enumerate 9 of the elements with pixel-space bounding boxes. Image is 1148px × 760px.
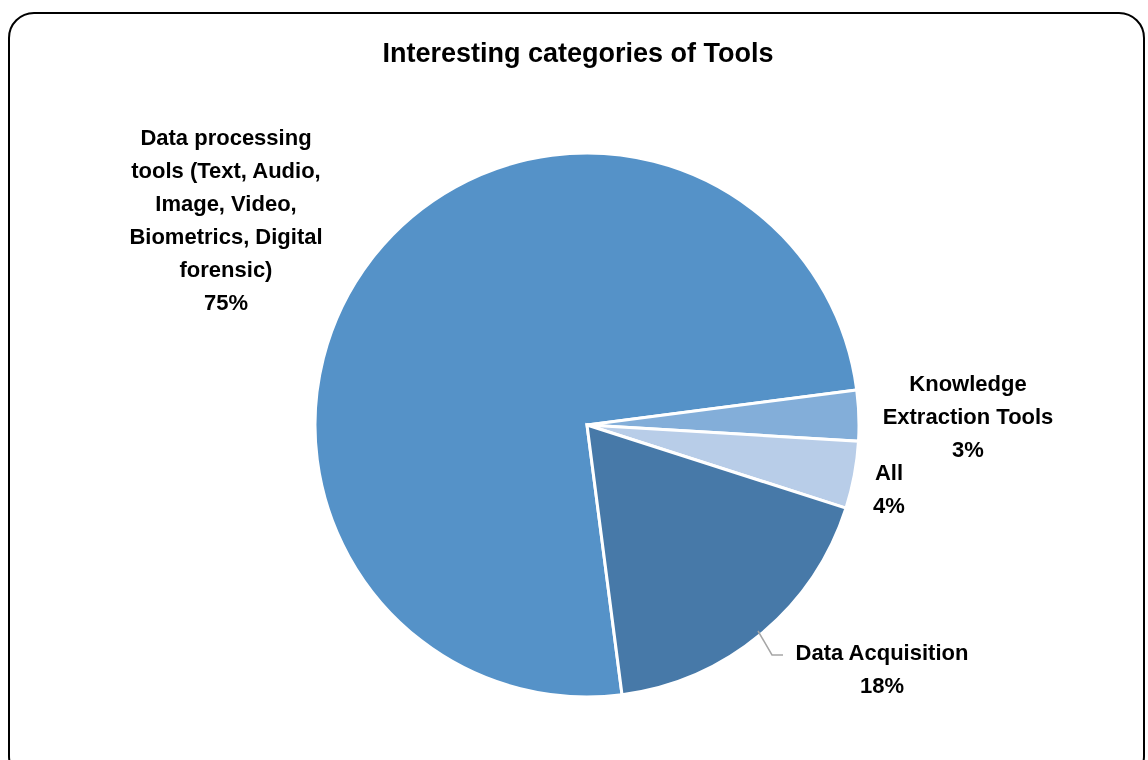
data-label: 4% [873, 492, 905, 518]
slice-label: All [874, 459, 904, 485]
slice-label: Knowledge Extraction Tools [882, 370, 1054, 429]
slice-label: Data processing tools (Text, Audio, Image, Video, Biometrics, Digital forensic) [129, 124, 323, 282]
chart-title: Interesting categories of Tools [381, 37, 775, 70]
data-label: 75% [203, 289, 249, 315]
slice-label: Data Acquisition [795, 639, 969, 665]
data-label: 3% [952, 436, 984, 462]
data-label: 18% [859, 672, 905, 698]
